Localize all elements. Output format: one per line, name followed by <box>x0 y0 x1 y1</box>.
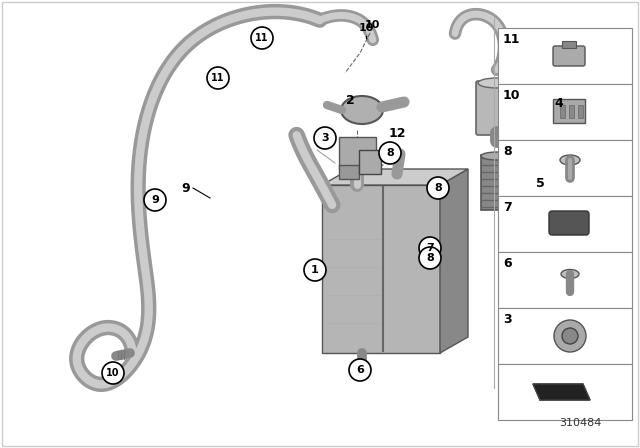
FancyBboxPatch shape <box>553 46 585 66</box>
Text: 7: 7 <box>426 243 434 253</box>
Ellipse shape <box>478 78 516 88</box>
FancyBboxPatch shape <box>481 155 513 210</box>
Circle shape <box>554 320 586 352</box>
Text: 11: 11 <box>211 73 225 83</box>
Text: 10: 10 <box>358 23 374 33</box>
Circle shape <box>144 189 166 211</box>
Circle shape <box>379 142 401 164</box>
FancyBboxPatch shape <box>553 99 585 123</box>
Text: 310484: 310484 <box>559 418 601 428</box>
Text: 2: 2 <box>346 94 355 107</box>
FancyBboxPatch shape <box>339 165 359 179</box>
Polygon shape <box>498 28 632 84</box>
Circle shape <box>314 127 336 149</box>
FancyBboxPatch shape <box>578 105 583 118</box>
Text: 4: 4 <box>554 96 563 109</box>
Circle shape <box>349 359 371 381</box>
Polygon shape <box>533 384 590 400</box>
FancyBboxPatch shape <box>560 105 565 118</box>
Circle shape <box>419 237 441 259</box>
FancyBboxPatch shape <box>569 105 574 118</box>
Polygon shape <box>322 169 468 185</box>
FancyBboxPatch shape <box>549 211 589 235</box>
Circle shape <box>304 259 326 281</box>
FancyBboxPatch shape <box>476 81 518 135</box>
Polygon shape <box>498 140 632 196</box>
Text: 10: 10 <box>364 20 380 30</box>
Circle shape <box>102 362 124 384</box>
Text: 9: 9 <box>181 181 190 194</box>
Ellipse shape <box>481 152 513 160</box>
Text: 6: 6 <box>503 257 511 270</box>
Text: 6: 6 <box>356 365 364 375</box>
Polygon shape <box>322 185 440 353</box>
Text: 8: 8 <box>503 145 511 158</box>
FancyBboxPatch shape <box>339 137 376 169</box>
Text: 12: 12 <box>388 126 406 139</box>
Circle shape <box>562 328 578 344</box>
Text: 8: 8 <box>426 253 434 263</box>
Circle shape <box>427 177 449 199</box>
Text: 8: 8 <box>386 148 394 158</box>
Text: 3: 3 <box>503 313 511 326</box>
Text: 8: 8 <box>434 183 442 193</box>
Text: 5: 5 <box>536 177 545 190</box>
Text: 10: 10 <box>106 368 120 378</box>
Text: 1: 1 <box>311 265 319 275</box>
Circle shape <box>419 247 441 269</box>
Ellipse shape <box>561 270 579 279</box>
Polygon shape <box>498 308 632 364</box>
Ellipse shape <box>560 155 580 165</box>
Circle shape <box>207 67 229 89</box>
Text: 3: 3 <box>321 133 329 143</box>
Text: 9: 9 <box>151 195 159 205</box>
Circle shape <box>251 27 273 49</box>
Ellipse shape <box>341 96 383 124</box>
Polygon shape <box>498 196 632 252</box>
Text: 7: 7 <box>503 201 512 214</box>
Polygon shape <box>498 252 632 308</box>
Text: 10: 10 <box>503 89 520 102</box>
Polygon shape <box>440 169 468 353</box>
Polygon shape <box>498 84 632 140</box>
FancyBboxPatch shape <box>562 41 576 48</box>
FancyBboxPatch shape <box>359 150 381 174</box>
Text: 11: 11 <box>255 33 269 43</box>
Polygon shape <box>498 364 632 420</box>
Text: 11: 11 <box>503 33 520 46</box>
